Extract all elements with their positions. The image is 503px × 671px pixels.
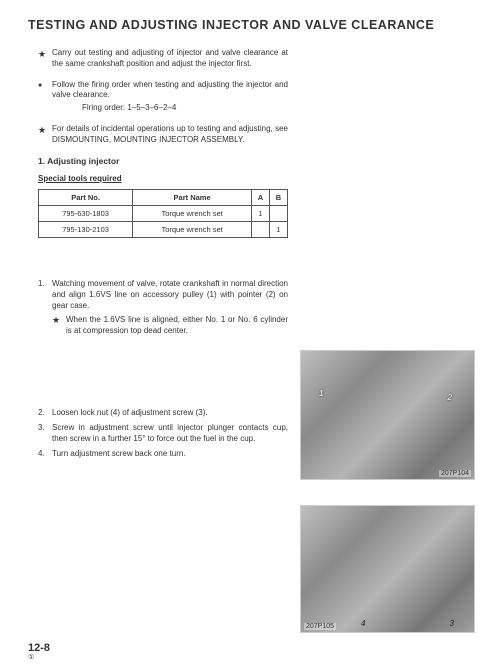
cell: 795-130-2103 xyxy=(39,221,133,237)
callout-2: 2 xyxy=(448,393,452,402)
photo-1: 1 2 207P104 xyxy=(300,350,475,480)
disc-icon: ● xyxy=(38,80,52,114)
step-text: Watching movement of valve, rotate crank… xyxy=(52,278,288,337)
callout-3: 3 xyxy=(450,619,454,628)
step-number: 2. xyxy=(38,407,52,418)
table-row: Part No. Part Name A B xyxy=(39,189,288,205)
cell: 795-630-1803 xyxy=(39,205,133,221)
bullet-text: For details of incidental operations up … xyxy=(52,124,288,146)
intro-bullets: ★ Carry out testing and adjusting of inj… xyxy=(38,48,288,146)
callout-1: 1 xyxy=(319,389,323,398)
cell: 1 xyxy=(252,205,270,221)
step-number: 1. xyxy=(38,278,52,337)
callout-4: 4 xyxy=(361,619,365,628)
col-partno: Part No. xyxy=(39,189,133,205)
tools-table: Part No. Part Name A B 795-630-1803 Torq… xyxy=(38,189,288,238)
cell xyxy=(270,205,288,221)
section-heading: 1. Adjusting injector xyxy=(38,156,483,166)
step-text: Turn adjustment screw back one turn. xyxy=(52,448,288,459)
star-icon: ★ xyxy=(52,314,66,336)
photo-label: 207P105 xyxy=(304,623,336,630)
tools-caption: Special tools required xyxy=(38,174,483,183)
step-block-2: 2. Loosen lock nut (4) of adjustment scr… xyxy=(38,407,288,460)
bullet-text: Carry out testing and adjusting of injec… xyxy=(52,48,288,70)
col-b: B xyxy=(270,189,288,205)
step-number: 4. xyxy=(38,448,52,459)
col-a: A xyxy=(252,189,270,205)
step-number: 3. xyxy=(38,422,52,444)
cell xyxy=(252,221,270,237)
star-icon: ★ xyxy=(38,48,52,70)
step-block-1: 1. Watching movement of valve, rotate cr… xyxy=(38,278,288,337)
substep-text: When the 1.6VS line is aligned, either N… xyxy=(66,314,288,336)
col-partname: Part Name xyxy=(133,189,252,205)
cell: 1 xyxy=(270,221,288,237)
page-title: TESTING AND ADJUSTING INJECTOR AND VALVE… xyxy=(28,18,483,32)
page-number-left: 12-8 ① xyxy=(28,642,50,661)
table-row: 795-630-1803 Torque wrench set 1 xyxy=(39,205,288,221)
step-text: Screw in adjustment screw until injector… xyxy=(52,422,288,444)
cell: Torque wrench set xyxy=(133,221,252,237)
bullet-text: Follow the firing order when testing and… xyxy=(52,80,288,114)
step-main: Watching movement of valve, rotate crank… xyxy=(52,279,288,310)
star-icon: ★ xyxy=(38,124,52,146)
step-text: Loosen lock nut (4) of adjustment screw … xyxy=(52,407,288,418)
photo-2: 4 3 207P105 xyxy=(300,505,475,633)
cell: Torque wrench set xyxy=(133,205,252,221)
table-row: 795-130-2103 Torque wrench set 1 xyxy=(39,221,288,237)
page-footer: 12-8 ① xyxy=(28,642,483,661)
photo-label: 207P104 xyxy=(439,470,471,477)
page-number-right xyxy=(480,642,483,661)
revision-mark: ① xyxy=(28,653,50,661)
firing-order: Firing order: 1–5–3–6–2–4 xyxy=(82,103,288,114)
bullet-main: Follow the firing order when testing and… xyxy=(52,80,288,100)
